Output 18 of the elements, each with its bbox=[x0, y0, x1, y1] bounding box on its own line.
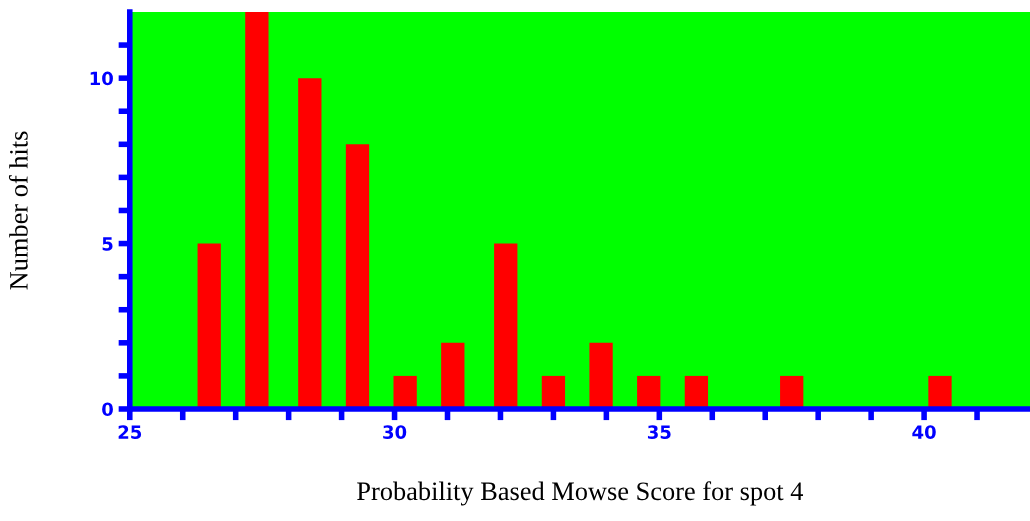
bar bbox=[245, 11, 269, 409]
bar bbox=[928, 375, 952, 409]
x-tick-label: 35 bbox=[647, 425, 671, 439]
bar bbox=[393, 375, 417, 409]
bar bbox=[345, 144, 370, 409]
bar bbox=[589, 342, 613, 409]
bar bbox=[298, 78, 322, 409]
x-tick-label: 30 bbox=[383, 425, 407, 439]
y-tick-label: 0 bbox=[102, 402, 113, 417]
x-axis-title: Probability Based Mowse Score for spot 4 bbox=[357, 481, 804, 506]
bar bbox=[494, 243, 518, 409]
x-tick-label: 40 bbox=[912, 425, 936, 439]
y-tick-label: 5 bbox=[102, 237, 113, 251]
bar bbox=[197, 243, 221, 409]
y-tick-label: 10 bbox=[90, 71, 113, 86]
x-tick-label: 25 bbox=[118, 425, 142, 439]
y-axis-title: Number of hits bbox=[8, 131, 28, 290]
bar bbox=[441, 342, 465, 409]
